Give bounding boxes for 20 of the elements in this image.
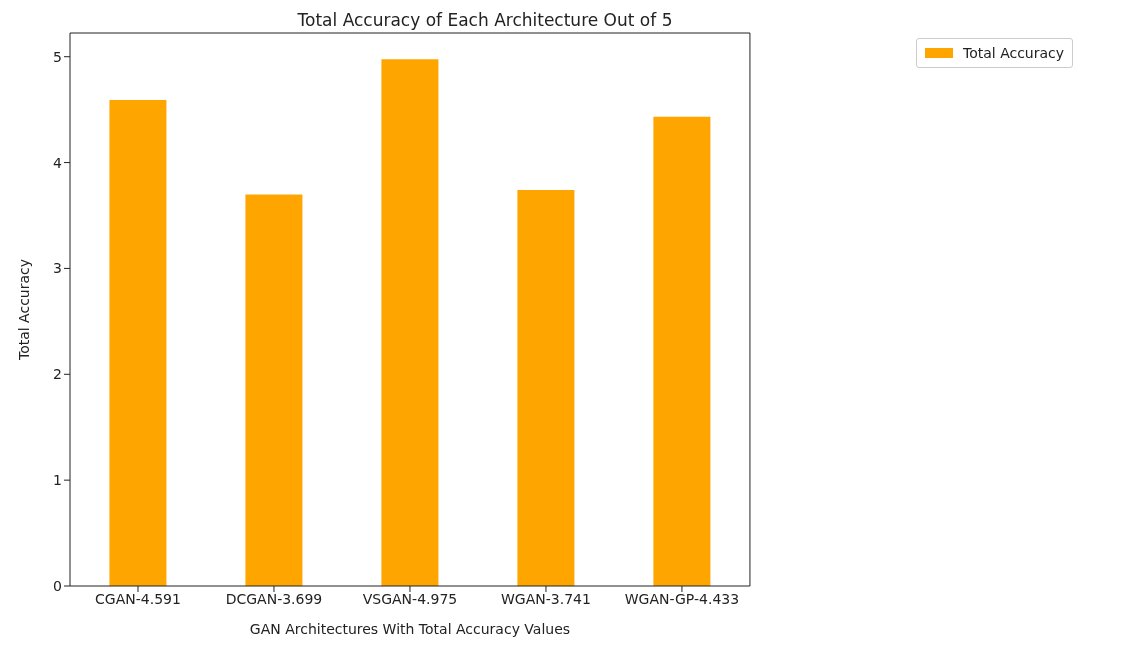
bar xyxy=(381,59,439,586)
legend-label: Total Accuracy xyxy=(963,45,1065,61)
x-tick-label: VSGAN-4.975 xyxy=(362,590,458,607)
y-tick-label: 0 xyxy=(53,577,62,594)
x-axis-title: GAN Architectures With Total Accuracy Values xyxy=(249,621,571,637)
y-tick-label: 5 xyxy=(53,48,62,65)
y-tick-label: 1 xyxy=(53,472,62,489)
chart-title: Total Accuracy of Each Architecture Out of 5 xyxy=(296,10,674,30)
y-axis-title: Total Accuracy xyxy=(15,258,32,362)
y-tick-label: 3 xyxy=(53,260,62,277)
bar xyxy=(653,116,711,586)
y-tick-label: 2 xyxy=(53,366,62,383)
x-tick-label: DCGAN-3.699 xyxy=(225,590,323,607)
x-tick-label: WGAN-3.741 xyxy=(501,590,591,607)
bar xyxy=(517,189,575,586)
x-tick-label: CGAN-4.591 xyxy=(95,590,181,607)
bar xyxy=(109,100,167,586)
y-tick-label: 4 xyxy=(53,154,63,171)
x-tick-label: WGAN-GP-4.433 xyxy=(624,590,740,607)
bar xyxy=(245,194,303,586)
